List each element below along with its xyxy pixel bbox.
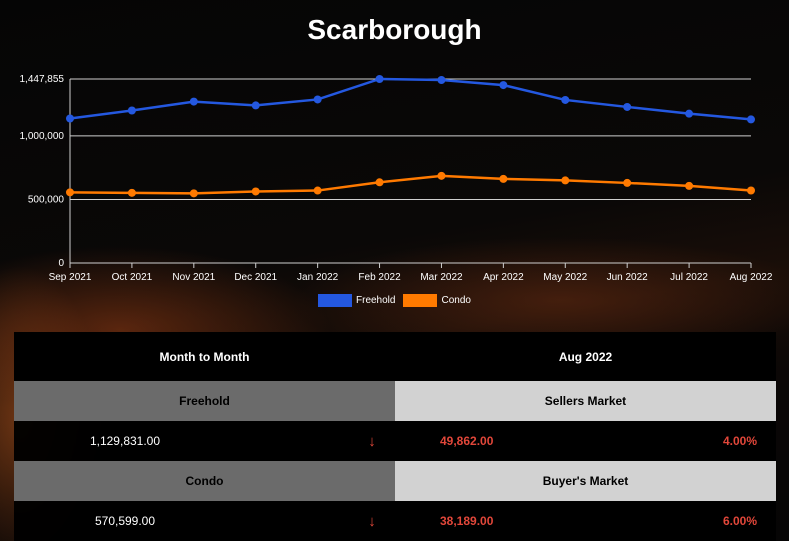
y-tick-label: 1,447,855	[20, 74, 65, 85]
freehold-change: 49,862.00	[440, 434, 494, 448]
data-point-freehold[interactable]	[499, 81, 508, 90]
summary-table: Month to Month Aug 2022 Freehold Sellers…	[14, 332, 776, 541]
y-tick-label: 0	[58, 258, 64, 269]
data-point-condo[interactable]	[313, 186, 322, 195]
condo-header-row: Condo Buyer's Market	[14, 461, 776, 501]
legend-swatch-condo	[403, 294, 438, 307]
x-tick-label: Dec 2021	[234, 272, 277, 283]
arrow-down-icon: ↓	[368, 432, 376, 450]
legend-item-freehold[interactable]: Freehold	[318, 294, 395, 307]
x-tick-label: Oct 2021	[112, 272, 153, 283]
x-tick-label: Apr 2022	[483, 272, 524, 283]
series-line-freehold	[69, 77, 752, 121]
data-point-freehold[interactable]	[437, 75, 446, 84]
x-tick-label: Jul 2022	[670, 272, 708, 283]
x-tick-label: Jun 2022	[607, 272, 649, 283]
x-tick-label: May 2022	[543, 272, 587, 283]
condo-label: Condo	[14, 461, 395, 501]
legend-swatch-freehold	[318, 294, 352, 307]
data-point-condo[interactable]	[747, 186, 755, 195]
series-line-condo	[69, 174, 752, 195]
data-point-freehold[interactable]	[623, 102, 632, 111]
freehold-market-status: Sellers Market	[395, 381, 776, 421]
condo-change: 38,189.00	[440, 514, 494, 528]
data-point-freehold[interactable]	[375, 75, 384, 83]
freehold-percent: 4.00%	[722, 434, 757, 448]
data-point-condo[interactable]	[375, 178, 384, 187]
freehold-label: Freehold	[14, 381, 395, 421]
data-point-condo[interactable]	[127, 188, 136, 197]
data-point-condo[interactable]	[189, 189, 198, 198]
y-tick-label: 1,000,000	[20, 131, 65, 142]
x-tick-label: Mar 2022	[420, 272, 463, 283]
x-tick-label: Aug 2022	[730, 272, 773, 283]
data-point-freehold[interactable]	[561, 95, 570, 104]
condo-percent: 6.00%	[722, 514, 757, 528]
data-point-condo[interactable]	[623, 178, 632, 187]
data-point-freehold[interactable]	[251, 101, 260, 110]
data-point-condo[interactable]	[437, 171, 446, 180]
data-point-freehold[interactable]	[66, 114, 74, 123]
line-chart: 0 500,000 1,000,000 1,447,855 Sep 2021 Oct 20…	[20, 74, 773, 283]
data-point-freehold[interactable]	[747, 115, 755, 124]
condo-value-row: 570,599.00 ↓ 38,189.00 6.00%	[14, 501, 776, 541]
x-tick-label: Nov 2021	[172, 272, 215, 283]
freehold-value-row: 1,129,831.00 ↓ 49,862.00 4.00%	[14, 421, 776, 461]
condo-price: 570,599.00	[94, 514, 156, 528]
chart-legend: Freehold Condo	[318, 294, 475, 307]
data-point-freehold[interactable]	[685, 109, 694, 118]
data-point-condo[interactable]	[685, 181, 694, 190]
legend-label-freehold: Freehold	[356, 295, 396, 306]
x-tick-label: Feb 2022	[358, 272, 401, 283]
data-point-freehold[interactable]	[313, 95, 322, 104]
data-point-freehold[interactable]	[127, 106, 136, 115]
data-point-condo[interactable]	[251, 187, 260, 196]
freehold-price: 1,129,831.00	[89, 434, 161, 448]
header-period: Aug 2022	[395, 332, 776, 381]
legend-item-condo[interactable]: Condo	[403, 294, 471, 307]
y-tick-label: 500,000	[28, 194, 65, 205]
x-tick-label: Jan 2022	[297, 272, 339, 283]
summary-header-row: Month to Month Aug 2022	[14, 332, 776, 381]
arrow-down-icon: ↓	[368, 512, 376, 530]
data-point-freehold[interactable]	[189, 97, 198, 106]
legend-label-condo: Condo	[441, 295, 471, 306]
data-point-condo[interactable]	[66, 188, 74, 197]
header-month-to-month: Month to Month	[14, 332, 395, 381]
data-point-condo[interactable]	[561, 176, 570, 185]
data-point-condo[interactable]	[499, 174, 508, 183]
page-title: Scarborough	[307, 14, 482, 45]
freehold-header-row: Freehold Sellers Market	[14, 381, 776, 421]
condo-market-status: Buyer's Market	[395, 461, 776, 501]
x-tick-label: Sep 2021	[49, 272, 92, 283]
